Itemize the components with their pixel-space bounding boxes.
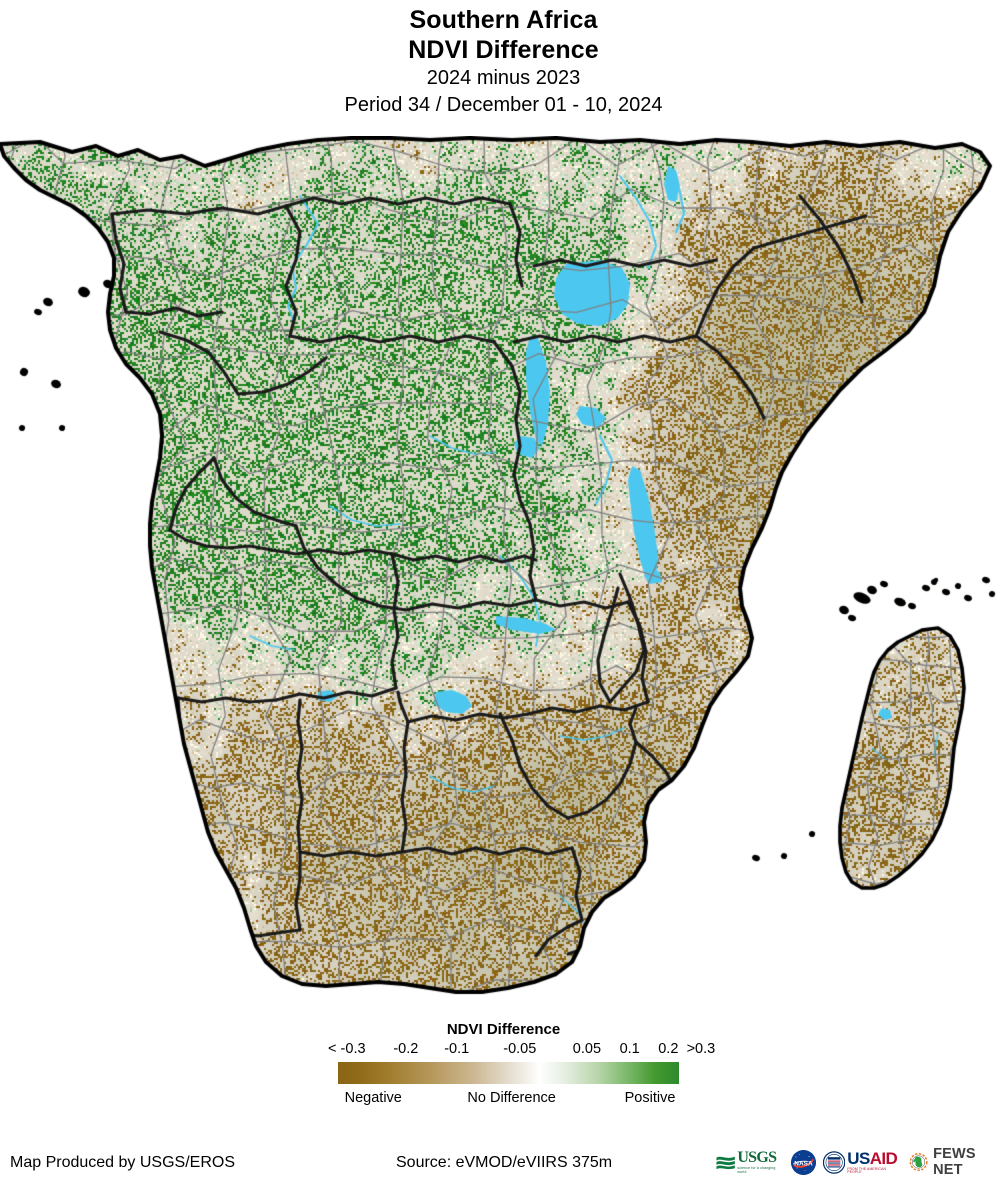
usaid-seal-icon [823, 1150, 846, 1174]
legend-tick-1: -0.2 [393, 1041, 419, 1057]
usgs-wordmark: USGS [737, 1148, 777, 1166]
nasa-logo: NASA [791, 1147, 817, 1177]
nasa-wordmark: NASA [794, 1160, 813, 1167]
usgs-logo: USGS science for a changing world [716, 1147, 784, 1177]
legend-caption-1: No Difference [467, 1090, 556, 1106]
nasa-meatball-icon: NASA [791, 1149, 817, 1175]
footer-credit: Map Produced by USGS/EROS [10, 1154, 235, 1171]
legend-color-bar [338, 1062, 679, 1084]
fewsnet-logo: FEWS NET [907, 1146, 1007, 1178]
fewsnet-wordmark: FEWS NET [933, 1146, 976, 1178]
usgs-wave-icon [716, 1153, 736, 1171]
map-title-block: Southern Africa NDVI Difference 2024 min… [0, 0, 1007, 136]
page-footer: Map Produced by USGS/EROS Source: eVMOD/… [0, 1126, 1007, 1195]
map-legend: NDVI Difference < -0.3 -0.2 -0.1 -0.05 0.05 0… [0, 1016, 1007, 1126]
usaid-logo: USAID FROM THE AMERICAN PEOPLE [823, 1147, 900, 1177]
legend-title: NDVI Difference [446, 1021, 561, 1038]
usaid-word-aid: AID [869, 1148, 898, 1168]
legend-tick-0: < -0.3 [328, 1041, 366, 1057]
legend-tick-6: 0.2 [658, 1041, 679, 1057]
legend-tick-3: -0.05 [503, 1041, 537, 1057]
page-subtitle-period: Period 34 / December 01 - 10, 2024 [344, 94, 663, 116]
fewsnet-globe-icon [909, 1153, 928, 1171]
logo-strip: USGS science for a changing world NASA [716, 1146, 1007, 1178]
legend-caption-row: Negative No Difference Positive [300, 1090, 707, 1110]
usaid-tagline: FROM THE AMERICAN PEOPLE [847, 1166, 887, 1174]
legend-tick-7: >0.3 [686, 1041, 716, 1057]
legend-tick-5: 0.1 [619, 1041, 640, 1057]
legend-caption-2: Positive [624, 1090, 676, 1106]
legend-caption-0: Negative [344, 1090, 402, 1106]
ndvi-difference-map[interactable] [0, 136, 1007, 1016]
usgs-tagline: science for a changing world [737, 1165, 776, 1174]
footer-source: Source: eVMOD/eVIIRS 375m [396, 1154, 613, 1171]
page-subtitle-comparison: 2024 minus 2023 [426, 67, 581, 89]
legend-tick-4: 0.05 [572, 1041, 602, 1057]
usaid-wordmark: USAID [847, 1150, 900, 1167]
legend-tick-row: < -0.3 -0.2 -0.1 -0.05 0.05 0.1 0.2 >0.3 [300, 1041, 715, 1061]
page-subtitle-variable: NDVI Difference [408, 36, 599, 64]
page-title: Southern Africa [409, 6, 598, 34]
map-viewport[interactable] [0, 136, 1007, 1016]
usaid-word-us: US [847, 1148, 870, 1168]
legend-tick-2: -0.1 [444, 1041, 470, 1057]
